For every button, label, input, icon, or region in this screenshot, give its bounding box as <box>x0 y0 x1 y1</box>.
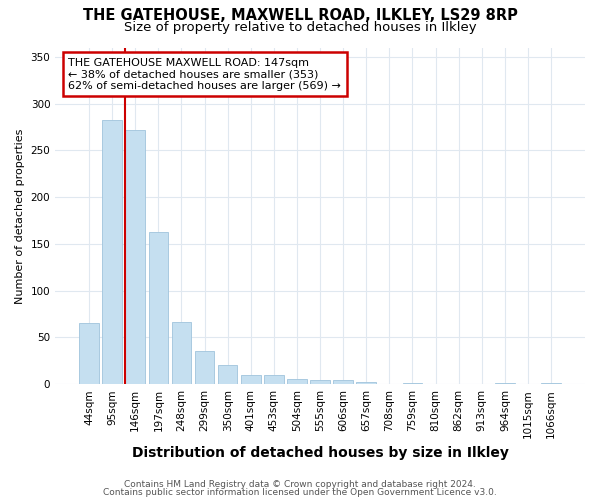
Bar <box>79 324 99 384</box>
Bar <box>334 380 353 384</box>
X-axis label: Distribution of detached houses by size in Ilkley: Distribution of detached houses by size … <box>131 446 509 460</box>
Text: THE GATEHOUSE MAXWELL ROAD: 147sqm
← 38% of detached houses are smaller (353)
62: THE GATEHOUSE MAXWELL ROAD: 147sqm ← 38%… <box>68 58 341 91</box>
Bar <box>149 232 168 384</box>
Y-axis label: Number of detached properties: Number of detached properties <box>15 128 25 304</box>
Bar <box>103 120 122 384</box>
Bar <box>541 383 561 384</box>
Bar <box>403 383 422 384</box>
Bar <box>287 378 307 384</box>
Bar <box>125 130 145 384</box>
Bar <box>356 382 376 384</box>
Bar <box>310 380 330 384</box>
Text: Contains public sector information licensed under the Open Government Licence v3: Contains public sector information licen… <box>103 488 497 497</box>
Bar <box>172 322 191 384</box>
Bar <box>241 375 260 384</box>
Text: THE GATEHOUSE, MAXWELL ROAD, ILKLEY, LS29 8RP: THE GATEHOUSE, MAXWELL ROAD, ILKLEY, LS2… <box>83 8 517 22</box>
Text: Contains HM Land Registry data © Crown copyright and database right 2024.: Contains HM Land Registry data © Crown c… <box>124 480 476 489</box>
Bar <box>495 383 515 384</box>
Bar <box>218 364 238 384</box>
Bar <box>195 352 214 384</box>
Text: Size of property relative to detached houses in Ilkley: Size of property relative to detached ho… <box>124 21 476 34</box>
Bar <box>264 375 284 384</box>
